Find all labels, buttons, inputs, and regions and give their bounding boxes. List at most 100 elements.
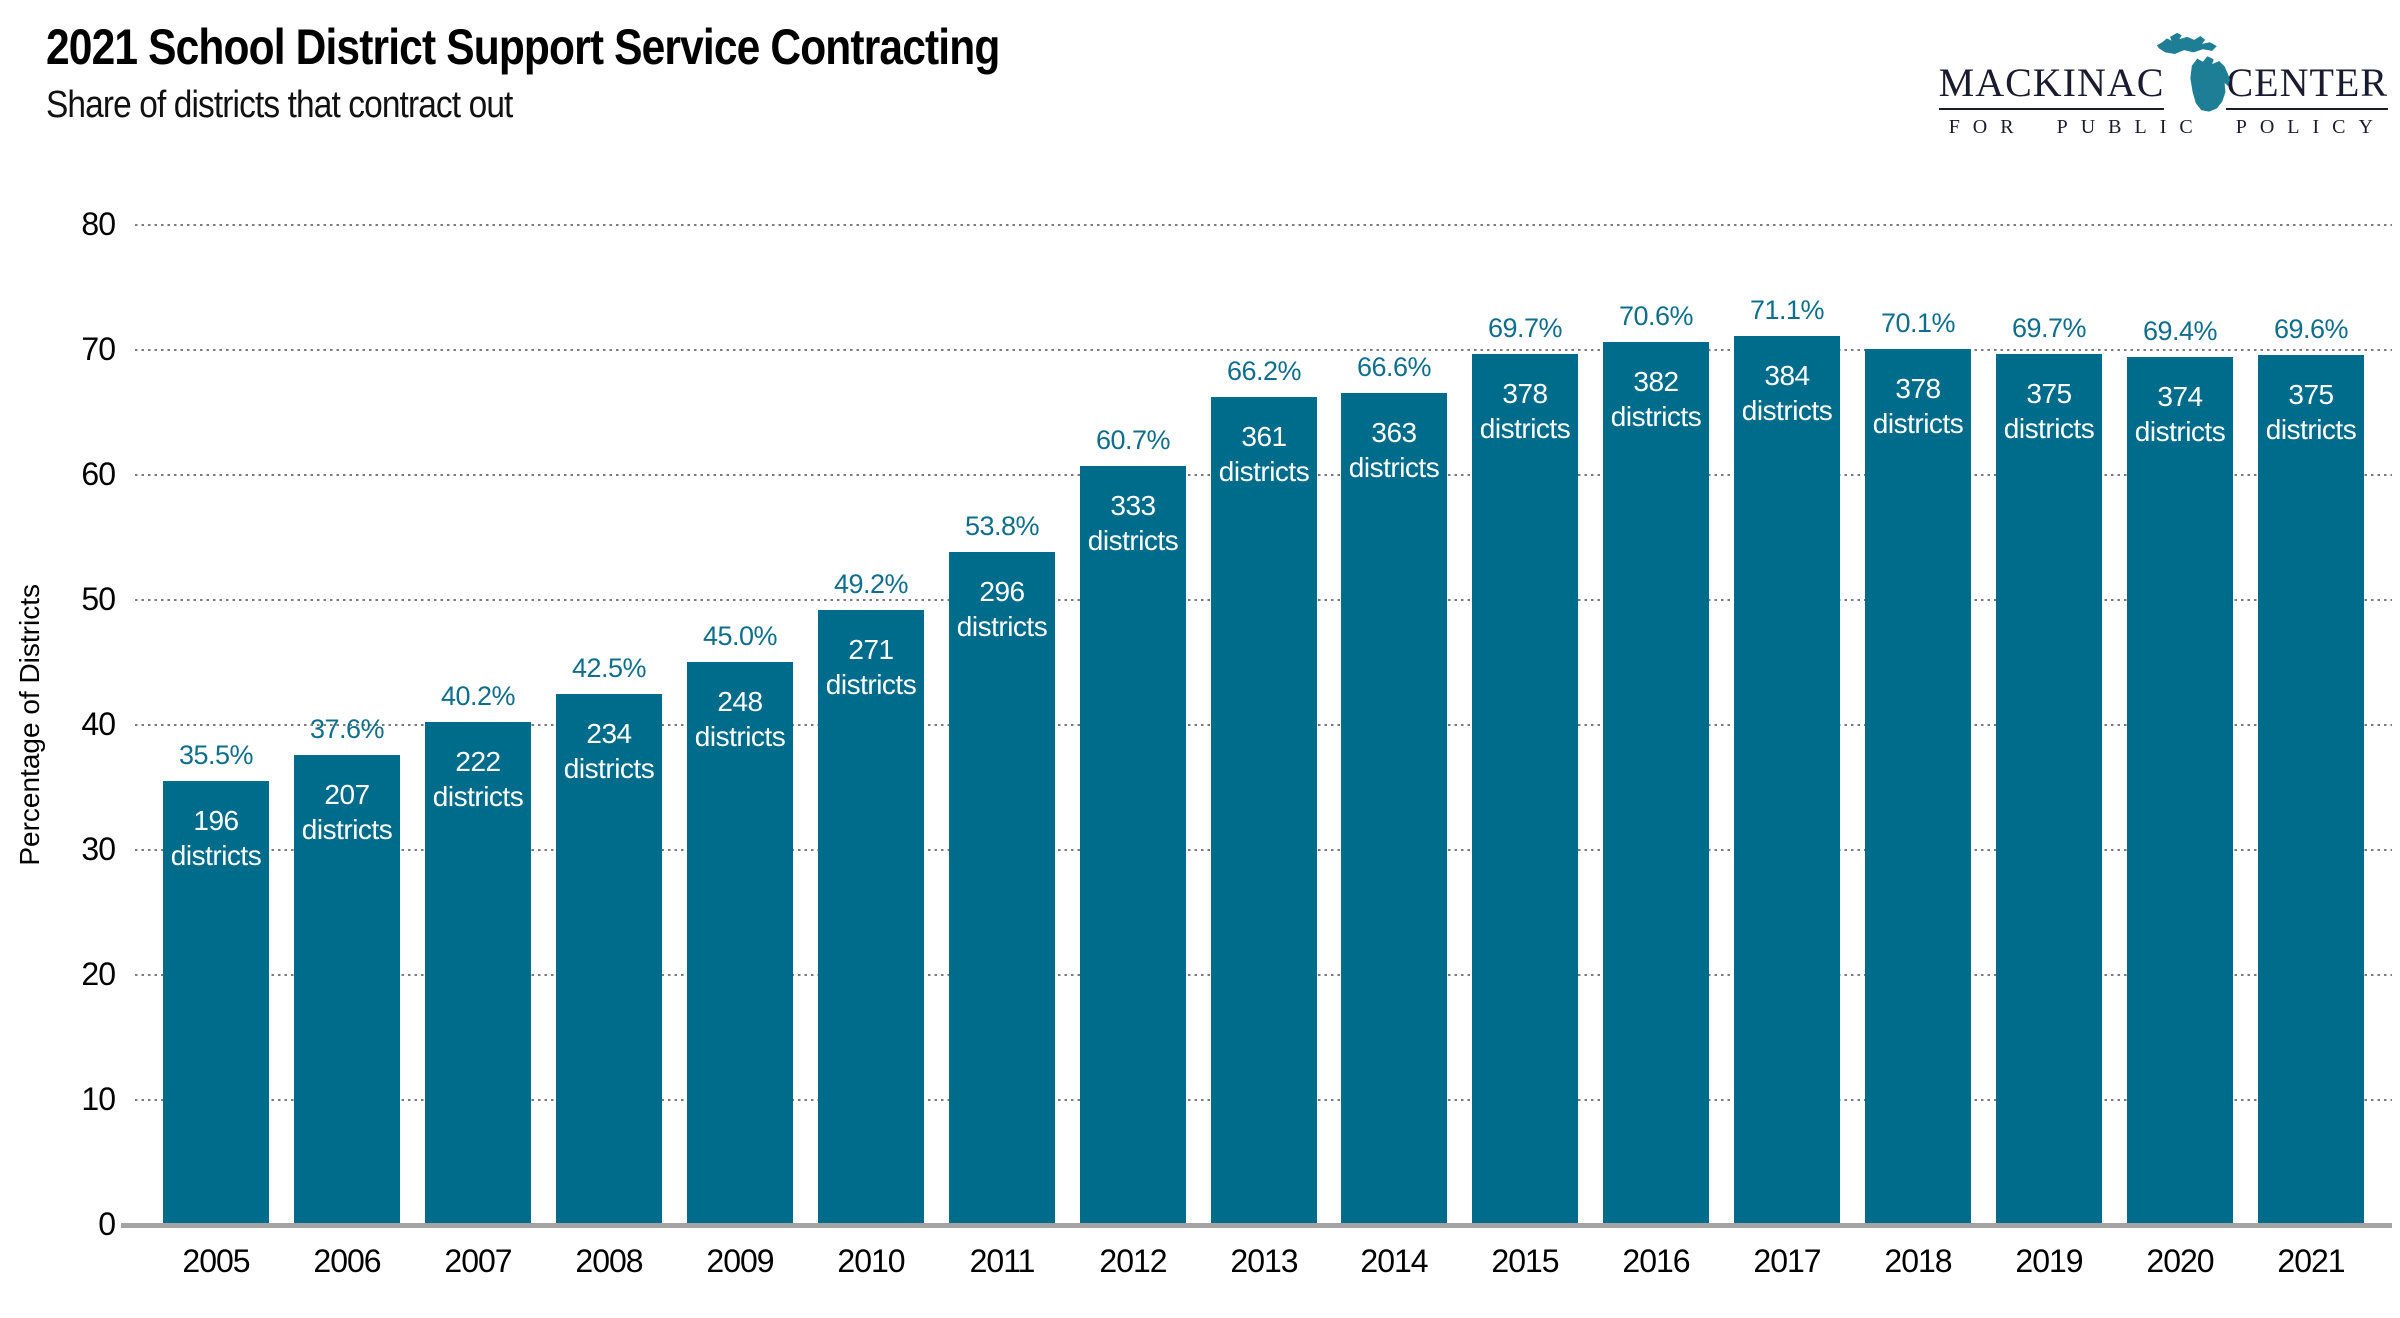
pct-label-2015: 69.7% xyxy=(1487,313,1563,343)
x-tick-2012: 2012 xyxy=(1099,1243,1167,1279)
bar-2018 xyxy=(1865,349,1971,1225)
bar-count-suffix: districts xyxy=(956,611,1048,642)
bar-2005 xyxy=(163,781,269,1225)
bar-2008 xyxy=(556,694,662,1225)
pct-label-2020: 69.4% xyxy=(2142,316,2218,346)
bar-count-value: 271 xyxy=(848,634,894,665)
bar-count-value: 374 xyxy=(2157,381,2203,412)
bar-count-label-2006: 207 districts xyxy=(294,777,400,847)
bar-count-value: 296 xyxy=(979,576,1025,607)
y-tick-70: 70 xyxy=(81,331,116,367)
bar-count-label-2019: 375 districts xyxy=(1996,376,2102,446)
y-tick-10: 10 xyxy=(81,1081,116,1117)
logo-wordmark: MACKINAC CENTER xyxy=(1938,22,2388,112)
bar-count-suffix: districts xyxy=(2134,416,2226,447)
y-tick-30: 30 xyxy=(81,831,116,867)
x-tick-2017: 2017 xyxy=(1753,1243,1821,1279)
bar-2010 xyxy=(818,610,924,1225)
michigan-icon xyxy=(2157,32,2231,112)
pct-label-2021: 69.6% xyxy=(2273,314,2349,344)
x-tick-2015: 2015 xyxy=(1491,1243,1559,1279)
y-tick-40: 40 xyxy=(81,706,116,742)
bar-2013 xyxy=(1211,397,1317,1225)
bar-count-value: 333 xyxy=(1110,490,1156,521)
x-tick-2006: 2006 xyxy=(313,1243,381,1279)
logo-word-mackinac: MACKINAC xyxy=(1938,63,2165,110)
bar-count-suffix: districts xyxy=(170,840,262,871)
x-tick-2019: 2019 xyxy=(2015,1243,2083,1279)
pct-label-2014: 66.6% xyxy=(1356,352,1432,382)
bar-count-value: 248 xyxy=(717,686,763,717)
page-subtitle: Share of districts that contract out xyxy=(46,84,513,126)
pct-label-2013: 66.2% xyxy=(1226,356,1302,386)
bar-count-suffix: districts xyxy=(1479,413,1571,444)
x-tick-2016: 2016 xyxy=(1622,1243,1690,1279)
x-tick-2007: 2007 xyxy=(444,1243,512,1279)
bar-count-label-2008: 234 districts xyxy=(556,716,662,786)
bar-count-value: 378 xyxy=(1895,373,1941,404)
bar-count-suffix: districts xyxy=(1741,395,1833,426)
bar-count-label-2020: 374 districts xyxy=(2127,379,2233,449)
bar-count-suffix: districts xyxy=(563,753,655,784)
bar-count-value: 378 xyxy=(1502,378,1548,409)
bar-2006 xyxy=(294,755,400,1225)
bar-count-suffix: districts xyxy=(432,781,524,812)
bar-count-label-2011: 296 districts xyxy=(949,574,1055,644)
bar-count-suffix: districts xyxy=(1087,525,1179,556)
gridline-80 xyxy=(135,224,2392,226)
bar-count-label-2012: 333 districts xyxy=(1080,488,1186,558)
page-title: 2021 School District Support Service Con… xyxy=(46,19,1000,75)
bar-count-suffix: districts xyxy=(2003,413,2095,444)
plot-area: 0 10 20 30 40 50 60 70 80 35.5% 196 districts 2005 37… xyxy=(81,206,2392,1279)
bar-count-label-2021: 375 districts xyxy=(2258,377,2364,447)
bar-count-value: 234 xyxy=(586,718,632,749)
pct-label-2016: 70.6% xyxy=(1618,301,1694,331)
bar-2011 xyxy=(949,552,1055,1225)
bar-count-label-2017: 384 districts xyxy=(1734,358,1840,428)
bar-count-label-2015: 378 districts xyxy=(1472,376,1578,446)
bar-count-suffix: districts xyxy=(301,814,393,845)
x-tick-2009: 2009 xyxy=(706,1243,774,1279)
x-axis-line xyxy=(121,1223,2392,1228)
x-tick-2021: 2021 xyxy=(2277,1243,2345,1279)
pct-label-2005: 35.5% xyxy=(178,740,254,770)
bar-2014 xyxy=(1341,393,1447,1225)
pct-label-2019: 69.7% xyxy=(2011,313,2087,343)
x-tick-2013: 2013 xyxy=(1230,1243,1298,1279)
bar-2016 xyxy=(1603,342,1709,1225)
bar-count-value: 375 xyxy=(2026,378,2072,409)
logo-word-center: CENTER xyxy=(2226,63,2388,110)
bar-count-label-2014: 363 districts xyxy=(1341,415,1447,485)
bar-2009 xyxy=(687,662,793,1225)
gridline-70 xyxy=(135,349,2392,351)
bar-count-value: 222 xyxy=(455,746,501,777)
bar-count-suffix: districts xyxy=(1610,401,1702,432)
bar-count-label-2007: 222 districts xyxy=(425,744,531,814)
pct-label-2009: 45.0% xyxy=(702,621,778,651)
bar-count-label-2018: 378 districts xyxy=(1865,371,1971,441)
x-tick-2011: 2011 xyxy=(969,1243,1036,1279)
pct-label-2010: 49.2% xyxy=(833,569,909,599)
bar-count-suffix: districts xyxy=(2265,414,2357,445)
bar-count-value: 207 xyxy=(324,779,370,810)
bar-count-label-2016: 382 districts xyxy=(1603,364,1709,434)
pct-label-2018: 70.1% xyxy=(1880,308,1956,338)
y-axis-title: Percentage of Districts xyxy=(14,584,45,866)
pct-label-2007: 40.2% xyxy=(440,681,516,711)
bar-2021 xyxy=(2258,355,2364,1225)
bar-2007 xyxy=(425,722,531,1225)
pct-label-2011: 53.8% xyxy=(964,511,1040,541)
y-tick-80: 80 xyxy=(81,206,116,242)
x-tick-2008: 2008 xyxy=(575,1243,643,1279)
pct-label-2006: 37.6% xyxy=(309,714,385,744)
x-tick-2005: 2005 xyxy=(182,1243,250,1279)
bar-count-label-2005: 196 districts xyxy=(163,803,269,873)
y-tick-20: 20 xyxy=(81,956,116,992)
bar-2020 xyxy=(2127,357,2233,1225)
bar-count-suffix: districts xyxy=(694,721,786,752)
pct-label-2012: 60.7% xyxy=(1095,425,1171,455)
bar-count-suffix: districts xyxy=(1218,456,1310,487)
bar-count-value: 375 xyxy=(2288,379,2334,410)
bar-count-suffix: districts xyxy=(825,669,917,700)
bar-count-label-2009: 248 districts xyxy=(687,684,793,754)
